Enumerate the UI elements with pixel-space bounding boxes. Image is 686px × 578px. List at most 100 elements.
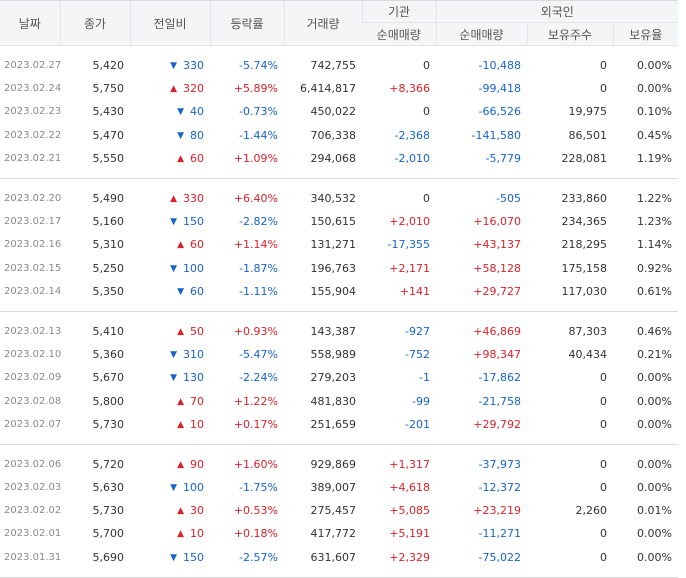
cell-foreign-shares: 233,860 xyxy=(561,192,608,206)
cell-volume: 143,387 xyxy=(310,324,357,338)
cell-foreign-shares: 0 xyxy=(600,82,607,96)
cell-close: 5,730 xyxy=(92,417,125,431)
cell-rate: +0.53% xyxy=(233,504,278,518)
cell-foreign-ratio: 0.00% xyxy=(637,527,672,541)
cell-date: 2023.02.14 xyxy=(4,285,62,297)
cell-inst-net: +2,010 xyxy=(389,215,430,229)
group-spacer xyxy=(0,311,678,320)
down-triangle-icon: ▼ xyxy=(170,263,177,274)
table-row: 2023.02.20 5,490 ▲ 330 +6.40% 340,532 0 -505 233… xyxy=(0,187,678,210)
cell-foreign-net: -11,271 xyxy=(478,527,521,541)
cell-close: 5,350 xyxy=(92,284,125,298)
cell-rate: +6.40% xyxy=(233,192,278,206)
cell-change: ▼ 130 xyxy=(130,366,210,389)
cell-rate: -2.57% xyxy=(239,550,278,564)
group-divider xyxy=(0,435,678,445)
cell-inst-net: -1 xyxy=(419,371,430,385)
cell-foreign-net: -75,022 xyxy=(478,550,521,564)
cell-foreign-shares: 40,434 xyxy=(568,348,608,362)
cell-inst-net: 0 xyxy=(423,192,430,206)
cell-foreign-net: -21,758 xyxy=(478,394,521,408)
cell-foreign-net: +46,869 xyxy=(473,324,521,338)
cell-foreign-shares: 0 xyxy=(600,394,607,408)
change-value: 130 xyxy=(183,371,204,385)
change-value: 40 xyxy=(190,105,204,119)
cell-foreign-net: -66,526 xyxy=(478,105,521,119)
cell-change: ▲ 90 xyxy=(130,453,210,476)
cell-volume: 155,904 xyxy=(310,284,357,298)
cell-foreign-ratio: 0.01% xyxy=(637,504,672,518)
cell-change: ▲ 60 xyxy=(130,147,210,170)
table-row: 2023.02.16 5,310 ▲ 60 +1.14% 131,271 -17,355 +4… xyxy=(0,233,678,256)
change-value: 60 xyxy=(190,284,204,298)
cell-date: 2023.02.10 xyxy=(4,349,62,361)
up-triangle-icon: ▲ xyxy=(177,459,184,470)
cell-foreign-shares: 117,030 xyxy=(561,284,608,298)
change-value: 330 xyxy=(183,59,204,73)
cell-date: 2023.02.22 xyxy=(4,129,62,141)
table-row: 2023.02.01 5,700 ▲ 10 +0.18% 417,772 +5,191 -11… xyxy=(0,522,678,545)
cell-foreign-shares: 228,081 xyxy=(561,151,608,165)
cell-foreign-shares: 0 xyxy=(600,417,607,431)
divider-cell xyxy=(0,569,678,577)
cell-volume: 742,755 xyxy=(310,59,357,73)
col-header-rate: 등락률 xyxy=(209,0,284,46)
change-value: 10 xyxy=(190,527,204,541)
cell-rate: +0.17% xyxy=(233,417,278,431)
change-value: 100 xyxy=(183,261,204,275)
cell-date: 2023.02.17 xyxy=(4,216,62,228)
cell-inst-net: +141 xyxy=(399,284,430,298)
cell-rate: -2.24% xyxy=(239,371,278,385)
cell-foreign-net: -12,372 xyxy=(478,481,521,495)
cell-rate: +1.14% xyxy=(233,238,278,252)
group-divider xyxy=(0,169,678,179)
cell-rate: -1.44% xyxy=(239,128,278,142)
group-spacer xyxy=(0,178,678,187)
cell-close: 5,410 xyxy=(92,324,125,338)
cell-volume: 450,022 xyxy=(310,105,357,119)
cell-change: ▲ 60 xyxy=(130,233,210,256)
up-triangle-icon: ▲ xyxy=(170,84,177,95)
cell-date: 2023.02.21 xyxy=(4,152,62,164)
divider-cell xyxy=(0,302,678,312)
cell-close: 5,700 xyxy=(92,527,125,541)
col-group-foreign: 외국인 xyxy=(435,0,678,23)
group-divider xyxy=(0,302,678,312)
group-spacer xyxy=(0,46,678,55)
cell-foreign-shares: 87,303 xyxy=(568,324,608,338)
cell-change: ▼ 310 xyxy=(130,343,210,366)
cell-foreign-net: +23,219 xyxy=(473,504,521,518)
cell-volume: 279,203 xyxy=(310,371,357,385)
cell-inst-net: 0 xyxy=(423,59,430,73)
table-row: 2023.02.21 5,550 ▲ 60 +1.09% 294,068 -2,010 -5,… xyxy=(0,147,678,170)
change-value: 10 xyxy=(190,417,204,431)
cell-date: 2023.02.03 xyxy=(4,482,62,494)
cell-rate: -1.11% xyxy=(239,284,278,298)
cell-inst-net: 0 xyxy=(423,105,430,119)
cell-date: 2023.02.23 xyxy=(4,106,62,118)
table-row: 2023.02.15 5,250 ▼ 100 -1.87% 196,763 +2,171 +5… xyxy=(0,257,678,280)
cell-close: 5,720 xyxy=(92,457,125,471)
cell-volume: 131,271 xyxy=(310,238,357,252)
change-value: 320 xyxy=(183,82,204,96)
table-row: 2023.02.08 5,800 ▲ 70 +1.22% 481,830 -99 -21,75… xyxy=(0,389,678,412)
cell-foreign-shares: 175,158 xyxy=(561,261,608,275)
table-row: 2023.02.23 5,430 ▼ 40 -0.73% 450,022 0 -66,526 1… xyxy=(0,100,678,123)
cell-close: 5,360 xyxy=(92,348,125,362)
table-row: 2023.02.22 5,470 ▼ 80 -1.44% 706,338 -2,368 -14… xyxy=(0,124,678,147)
col-header-date: 날짜 xyxy=(0,0,60,46)
cell-foreign-shares: 0 xyxy=(600,371,607,385)
table-row: 2023.02.17 5,160 ▼ 150 -2.82% 150,615 +2,010 +1… xyxy=(0,210,678,233)
cell-volume: 389,007 xyxy=(310,481,357,495)
cell-date: 2023.02.20 xyxy=(4,193,62,205)
change-value: 100 xyxy=(183,481,204,495)
cell-foreign-shares: 218,295 xyxy=(561,238,608,252)
cell-close: 5,310 xyxy=(92,238,125,252)
up-triangle-icon: ▲ xyxy=(177,153,184,164)
cell-foreign-ratio: 0.00% xyxy=(637,550,672,564)
cell-foreign-ratio: 0.00% xyxy=(637,457,672,471)
cell-change: ▼ 150 xyxy=(130,210,210,233)
change-value: 60 xyxy=(190,151,204,165)
spacer-cell xyxy=(0,444,678,453)
down-triangle-icon: ▼ xyxy=(170,350,177,361)
